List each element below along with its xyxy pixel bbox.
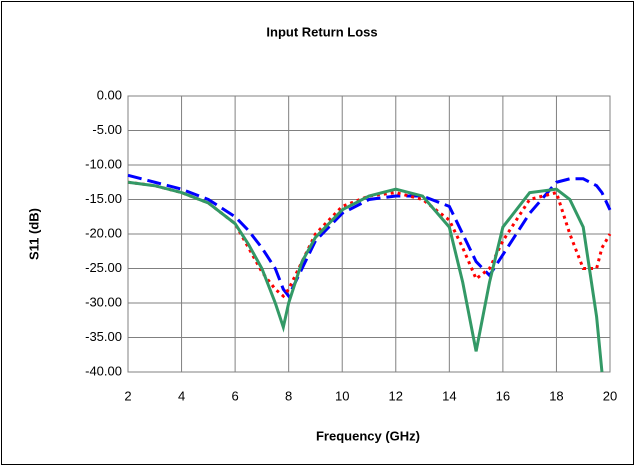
y-tick-label: 0.00 [97,87,122,102]
y-tick-label: -25.00 [85,260,122,275]
x-tick-label: 8 [285,388,292,403]
series-line [127,173,612,299]
x-tick-label: 2 [124,388,131,403]
series-line [127,180,604,373]
x-tick-label: 12 [389,388,403,403]
x-tick-label: 6 [231,388,238,403]
y-tick-label: -20.00 [85,225,122,240]
y-tick-label: -35.00 [85,329,122,344]
y-tick-label: -30.00 [85,294,122,309]
y-axis-label: S11 (dB) [26,208,41,260]
x-tick-label: 18 [549,388,563,403]
y-tick-label: -40.00 [85,363,122,378]
y-tick-label: -10.00 [85,156,122,171]
y-tick-label: -15.00 [85,191,122,206]
x-axis-label: Frequency (GHz) [316,428,420,443]
x-tick-label: 16 [496,388,510,403]
x-tick-label: 4 [178,388,185,403]
y-tick-label: -5.00 [92,122,122,137]
x-tick-label: 14 [442,388,456,403]
x-tick-label: 10 [335,388,349,403]
x-tick-label: 20 [603,388,617,403]
chart-title: Input Return Loss [266,24,377,39]
